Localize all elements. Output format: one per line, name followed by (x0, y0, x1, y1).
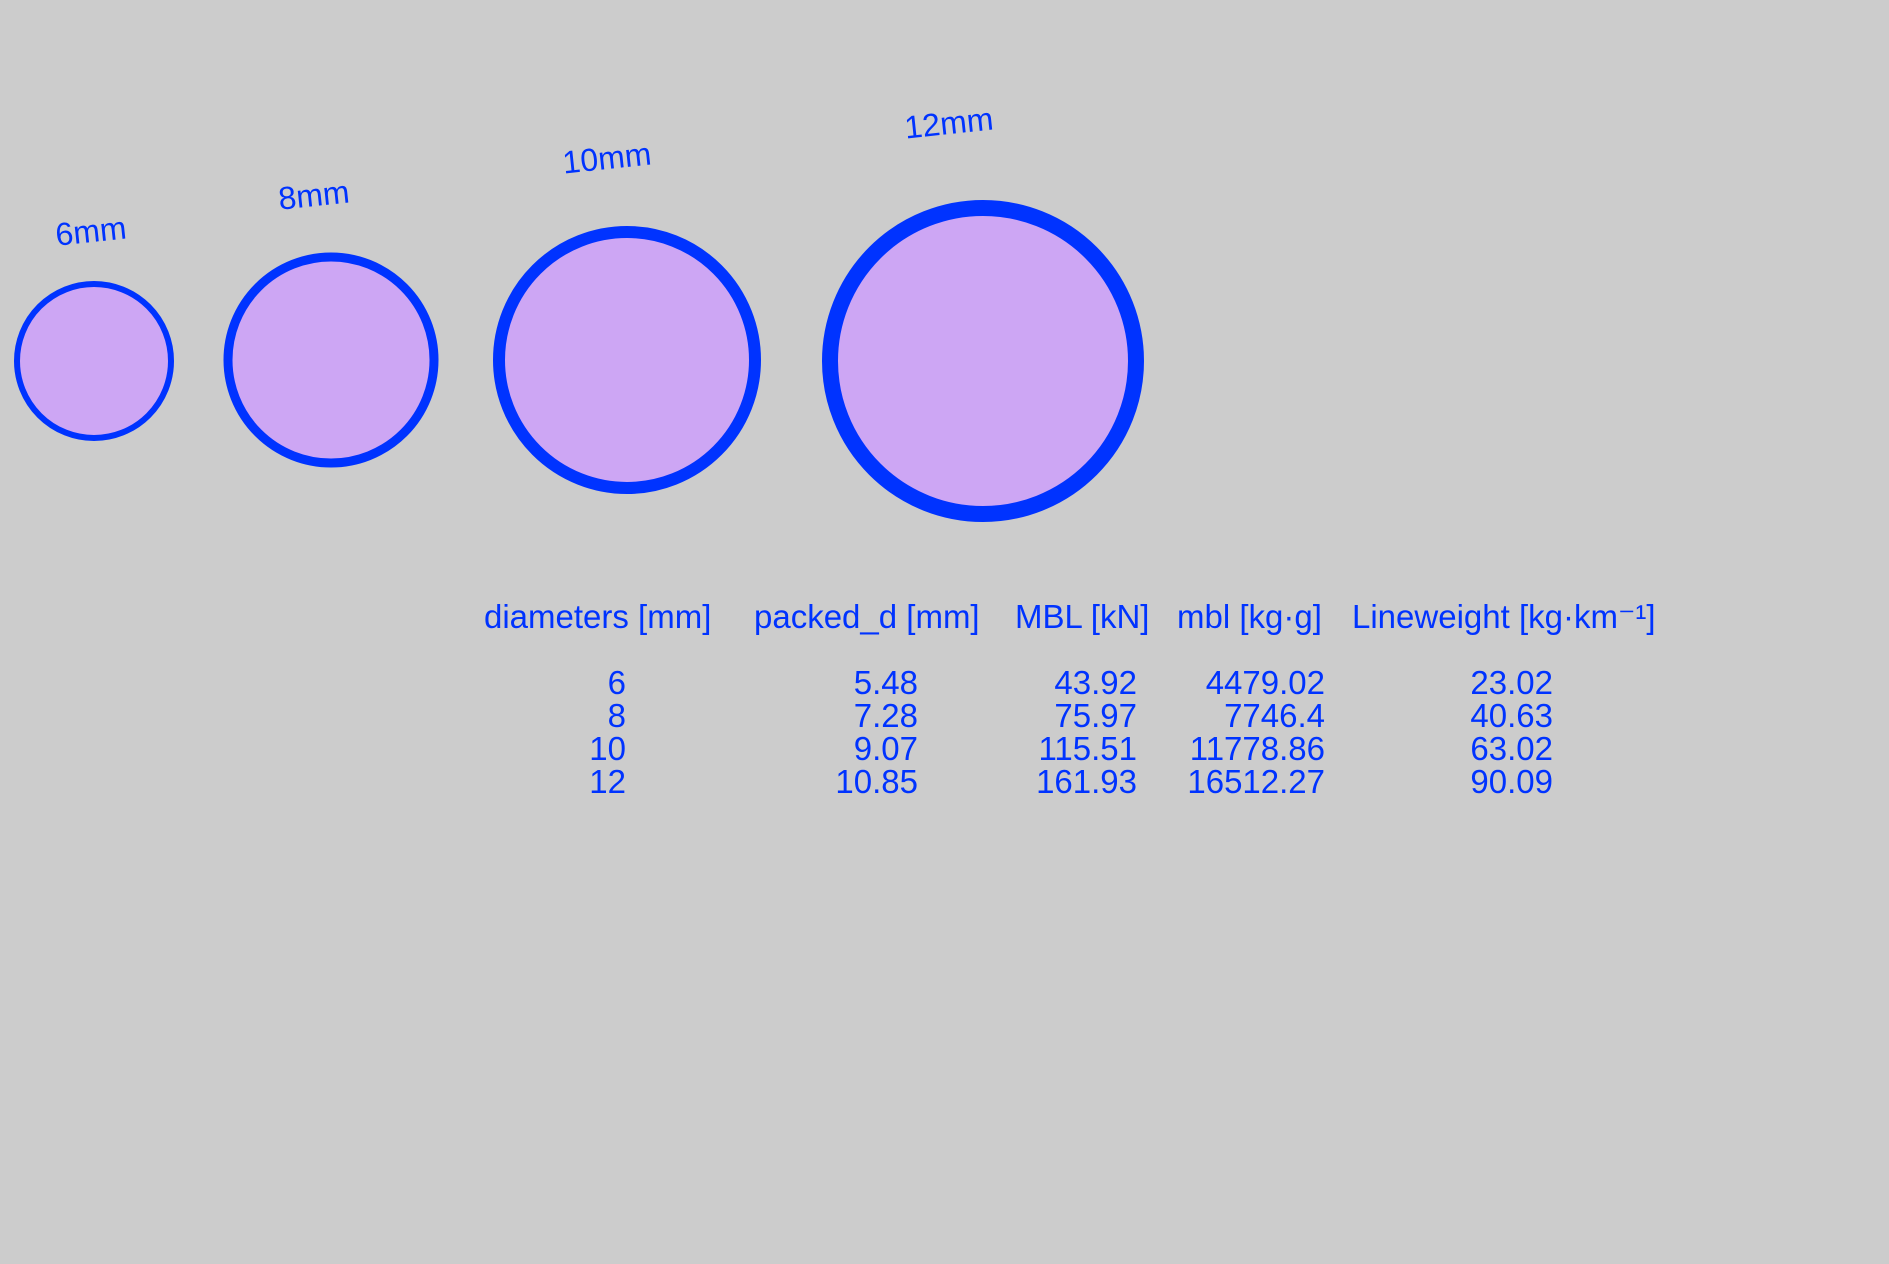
table-cell: 7746.4 (1224, 697, 1325, 734)
table-cell: 90.09 (1470, 763, 1553, 800)
rope-cross-section (499, 232, 755, 488)
table-row: 10 9.07 115.51 11778.86 63.02 (589, 730, 1553, 767)
rope-12mm: 12mm (830, 101, 1136, 514)
table-cell: 16512.27 (1187, 763, 1325, 800)
column-header: diameters [mm] (484, 598, 711, 635)
table-row: 6 5.48 43.92 4479.02 23.02 (608, 664, 1553, 701)
rope-10mm: 10mm (499, 136, 755, 488)
rope-diameter-label: 10mm (561, 136, 653, 181)
table-cell: 115.51 (1039, 730, 1137, 767)
table-cell: 43.92 (1054, 664, 1137, 701)
table-cell: 10 (589, 730, 626, 767)
rope-cross-section (17, 284, 171, 438)
column-header: mbl [kg·g] (1177, 598, 1322, 635)
table-cell: 7.28 (854, 697, 918, 734)
rope-diameter-label: 8mm (277, 173, 351, 216)
table-cell: 161.93 (1036, 763, 1137, 800)
rope-cross-section (228, 257, 434, 463)
column-header: MBL [kN] (1015, 598, 1149, 635)
rope-diameter-label: 6mm (54, 209, 128, 252)
table-cell: 10.85 (835, 763, 918, 800)
rope-6mm: 6mm (17, 209, 171, 438)
table-cell: 75.97 (1054, 697, 1137, 734)
table-cell: 23.02 (1470, 664, 1553, 701)
column-header: packed_d [mm] (754, 598, 980, 635)
table-cell: 5.48 (854, 664, 918, 701)
table-cell: 4479.02 (1206, 664, 1325, 701)
table-cell: 12 (589, 763, 626, 800)
table-row: 8 7.28 75.97 7746.4 40.63 (608, 697, 1553, 734)
table-cell: 40.63 (1470, 697, 1553, 734)
column-header: Lineweight [kg·km⁻¹] (1352, 598, 1656, 635)
rope-8mm: 8mm (228, 173, 434, 463)
table-cell: 63.02 (1470, 730, 1553, 767)
rope-cross-section (830, 208, 1136, 514)
rope-diameter-label: 12mm (903, 101, 995, 146)
table-row: 12 10.85 161.93 16512.27 90.09 (589, 763, 1553, 800)
table-cell: 9.07 (854, 730, 918, 767)
table-cell: 6 (608, 664, 626, 701)
rope-properties-table: diameters [mm] packed_d [mm] MBL [kN] mbl [… (484, 598, 1656, 800)
rope-cross-sections: 6mm 8mm 10mm 12mm (17, 101, 1136, 514)
table-cell: 8 (608, 697, 626, 734)
table-cell: 11778.86 (1190, 730, 1325, 767)
table-header-row: diameters [mm] packed_d [mm] MBL [kN] mbl [… (484, 598, 1656, 635)
